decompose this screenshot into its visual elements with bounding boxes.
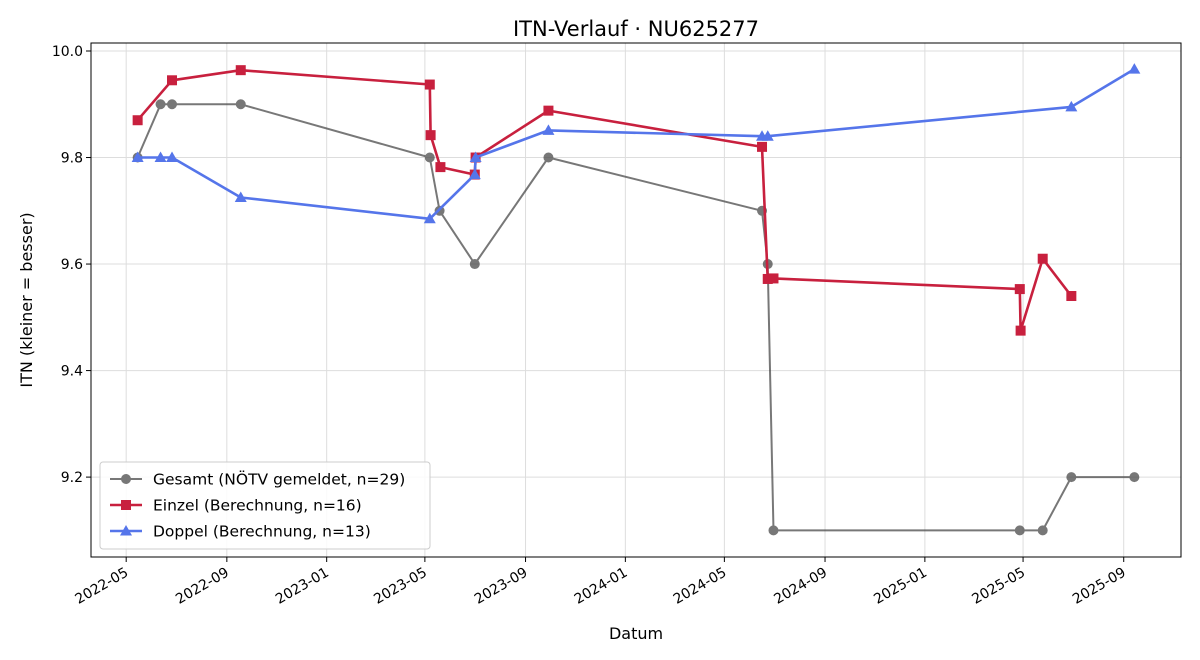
legend-box <box>99 461 431 550</box>
y-tick-label: 9.2 <box>61 470 83 486</box>
y-tick-label: 9.6 <box>61 257 83 273</box>
data-point-gesamt <box>1037 525 1048 536</box>
legend-entry-gesamt <box>110 474 142 484</box>
x-tick-label: 2025-09 <box>1070 565 1129 608</box>
data-point-gesamt <box>1014 525 1025 536</box>
legend-entry-einzel <box>110 500 142 510</box>
series-gesamt <box>132 99 1140 536</box>
x-tick-label: 2022-09 <box>173 565 232 608</box>
data-point-einzel <box>757 141 768 152</box>
data-point-doppel <box>131 151 144 163</box>
legend-label-gesamt: Gesamt (NÖTV gemeldet, n=29) <box>153 470 405 489</box>
data-point-doppel <box>234 191 247 202</box>
data-point-doppel <box>1065 100 1078 112</box>
x-tick-label: 2025-01 <box>871 565 930 608</box>
series-layer <box>131 63 1141 536</box>
data-point-gesamt <box>543 152 554 163</box>
data-point-doppel <box>423 212 436 224</box>
data-point-doppel <box>542 124 555 135</box>
legend-entry-doppel <box>110 525 142 536</box>
data-point-einzel <box>424 79 435 90</box>
y-tick-label: 10.0 <box>52 44 83 60</box>
legend-marker-gesamt <box>121 474 131 484</box>
y-axis-label: ITN (kleiner = besser) <box>17 212 36 387</box>
data-point-doppel <box>468 168 481 180</box>
data-point-einzel <box>1015 325 1026 336</box>
y-tick-label: 9.4 <box>61 364 83 380</box>
data-point-einzel <box>132 115 143 126</box>
data-point-einzel <box>425 130 436 141</box>
y-tick-label: 9.8 <box>61 151 83 167</box>
x-tick-label: 2023-05 <box>371 565 430 608</box>
x-tick-label: 2024-05 <box>671 565 730 608</box>
data-point-gesamt <box>235 99 246 110</box>
data-point-gesamt <box>424 152 435 163</box>
data-point-gesamt <box>155 99 166 110</box>
data-point-einzel <box>762 273 773 284</box>
data-point-einzel <box>1066 291 1077 302</box>
x-tick-label: 2022-05 <box>73 565 132 608</box>
series-line-doppel <box>137 67 1136 221</box>
plot-frame <box>90 42 1182 558</box>
x-tick-label: 2024-09 <box>771 565 830 608</box>
chart-title: ITN-Verlauf · NU625277 <box>513 17 759 41</box>
data-point-einzel <box>768 273 779 284</box>
data-point-einzel <box>543 105 554 116</box>
data-point-doppel <box>166 151 179 163</box>
x-axis-label: Datum <box>609 624 663 643</box>
data-point-gesamt <box>768 525 779 536</box>
data-point-einzel <box>1037 253 1048 264</box>
x-tick-label: 2023-09 <box>472 565 531 608</box>
data-point-doppel <box>154 151 167 163</box>
data-point-gesamt <box>167 99 178 110</box>
data-point-einzel <box>1014 284 1025 295</box>
data-point-einzel <box>167 75 178 86</box>
data-point-doppel <box>469 151 482 163</box>
legend-label-doppel: Doppel (Berechnung, n=13) <box>153 523 371 541</box>
data-point-einzel <box>435 162 446 173</box>
series-doppel <box>131 63 1141 224</box>
data-point-doppel <box>761 130 774 141</box>
data-point-gesamt <box>1066 472 1077 483</box>
data-point-einzel <box>235 65 246 76</box>
legend-marker-doppel <box>120 525 132 536</box>
x-tick-label: 2024-01 <box>572 565 631 608</box>
legend-label-einzel: Einzel (Berechnung, n=16) <box>153 497 362 515</box>
legend-marker-einzel <box>121 500 131 510</box>
data-point-doppel <box>1128 63 1141 74</box>
x-tick-label: 2025-05 <box>969 565 1028 608</box>
legend: Gesamt (NÖTV gemeldet, n=29) Einzel (Bere… <box>99 461 431 550</box>
grid-layer <box>91 43 1181 557</box>
series-line-einzel <box>136 68 1073 332</box>
x-tick-label: 2023-01 <box>273 565 332 608</box>
data-point-gesamt <box>469 259 480 270</box>
data-point-gesamt <box>1129 472 1140 483</box>
